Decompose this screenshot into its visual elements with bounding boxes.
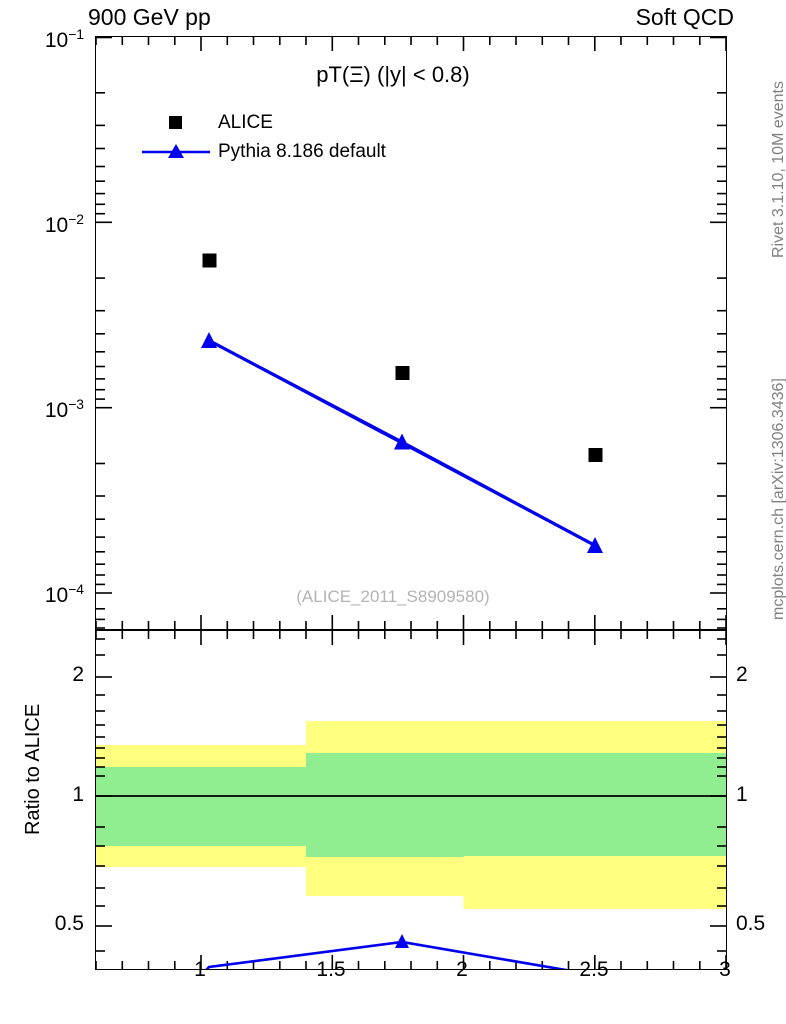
legend-marker-triangle-line [140,137,212,166]
legend-marker-square [140,108,212,137]
series-alice-main [202,253,603,462]
ratio-ytick-label-right-0.5: 0.5 [736,912,766,935]
series-pythia-main [201,332,603,553]
plot-title: pT(Ξ) (|y| < 0.8) [316,62,470,87]
main-ytick-label-1e-4: 10−4 [44,581,84,607]
main-plot-panel [95,36,727,630]
ratio-axis-title: Ratio to ALICE [22,703,44,835]
ratio-ytick-label-right-1: 1 [736,783,748,806]
xtick-label-1.5: 1.5 [316,958,346,981]
ratio-ytick-label-2: 2 [72,663,84,686]
mcplots-reference-caption: mcplots.cern.ch [arXiv:1306.3436] [770,378,786,620]
rivet-version-caption: Rivet 3.1.10, 10M events [770,81,786,258]
header-beam-label: 900 GeV pp [88,4,211,30]
xtick-label-2.5: 2.5 [579,958,609,981]
series-pythia-ratio [205,934,568,969]
ratio-x-axis-ticks [96,631,726,969]
ratio-ytick-label-1: 1 [72,783,84,806]
main-plot-svg [96,37,726,629]
header-process-label: Soft QCD [635,4,734,30]
ratio-y-axis-ticks-left [96,638,112,952]
xtick-label-2: 2 [456,958,468,981]
alice-marker-square [395,366,410,380]
main-y-axis-ticks-right [710,37,726,629]
ratio-plot-panel [95,630,727,970]
main-plot-area [96,37,726,629]
ratio-marker-triangle [395,934,409,948]
xtick-label-3: 3 [719,958,731,981]
main-ytick-label-1e-1: 10−1 [44,26,84,52]
legend-label-alice: ALICE [218,112,273,133]
band-green-segment-3 [463,753,726,856]
ratio-ytick-label-right-2: 2 [736,663,748,686]
xtick-label-1: 1 [194,958,206,981]
band-green-segment-1 [96,767,306,846]
pythia-marker-triangle [394,433,410,450]
main-ytick-label-1e-3: 10−3 [44,396,84,422]
main-x-axis-ticks [96,37,726,629]
ratio-ytick-label-0.5: 0.5 [54,912,84,935]
ratio-plot-area [96,631,726,969]
main-ytick-label-1e-2: 10−2 [44,211,84,237]
band-green-segment-2 [306,753,464,857]
legend-label-pythia: Pythia 8.186 default [218,141,386,162]
alice-marker-square [588,448,603,462]
main-y-axis-ticks-left [96,37,112,629]
ratio-plot-svg [96,631,726,969]
analysis-watermark: (ALICE_2011_S8909580) [296,587,490,606]
alice-marker-square [202,253,217,268]
ratio-uncertainty-bands [96,721,726,909]
ratio-y-axis-ticks-right [710,638,726,952]
pythia-marker-triangle [587,537,603,553]
pythia-marker-triangle [201,332,217,348]
